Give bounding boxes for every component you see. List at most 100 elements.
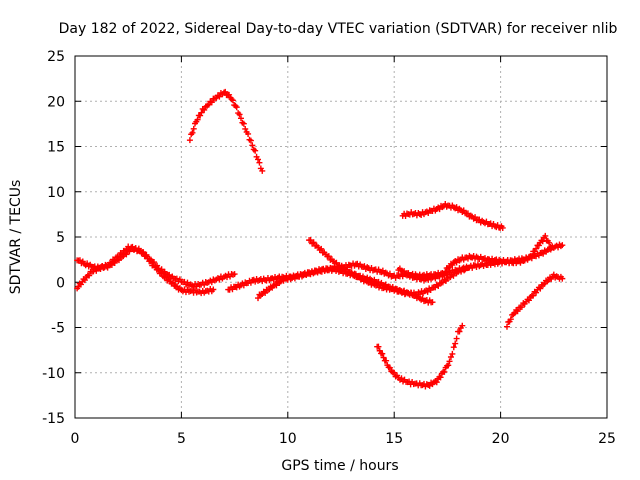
data-point: [147, 258, 154, 265]
data-point: [528, 253, 535, 260]
data-point: [433, 379, 440, 386]
data-point: [499, 224, 506, 231]
data-point: [539, 238, 546, 245]
data-point: [380, 354, 387, 361]
data-point: [190, 125, 197, 132]
data-point: [245, 130, 252, 137]
data-point: [310, 239, 317, 246]
data-point: [237, 115, 244, 122]
data-point: [259, 167, 266, 174]
data-point: [81, 277, 88, 284]
data-point: [333, 259, 340, 266]
data-point: [348, 269, 355, 276]
series-arc-11: [503, 271, 566, 330]
data-point: [537, 285, 544, 292]
data-point: [201, 106, 208, 113]
y-axis-label: SDTVAR / TECUs: [8, 180, 24, 295]
series-arc-7: [374, 322, 466, 390]
data-point: [366, 278, 373, 285]
data-point: [194, 116, 201, 123]
data-point: [256, 159, 263, 166]
series-arc-10: [442, 232, 555, 275]
data-point: [375, 343, 382, 350]
y-tick-label: 15: [47, 140, 65, 156]
data-point: [240, 120, 247, 127]
data-point: [158, 269, 165, 276]
series-arc-6: [306, 237, 472, 299]
data-point: [453, 335, 460, 342]
data-point: [446, 358, 453, 365]
data-point: [140, 248, 147, 255]
x-tick-label: 15: [385, 431, 403, 447]
data-point: [386, 364, 393, 371]
data-point: [208, 99, 215, 106]
chart-title: Day 182 of 2022, Sidereal Day-to-day VTE…: [59, 21, 618, 37]
data-point: [189, 129, 196, 136]
data-point: [379, 350, 386, 357]
x-axis-label: GPS time / hours: [281, 458, 398, 474]
data-point: [129, 243, 136, 250]
data-point: [442, 278, 449, 285]
data-point: [424, 288, 431, 295]
data-point: [559, 242, 566, 249]
data-point: [542, 232, 549, 239]
data-point: [197, 112, 204, 119]
data-point: [198, 109, 205, 116]
data-point: [229, 97, 236, 104]
data-point: [249, 142, 256, 149]
data-point: [391, 369, 398, 376]
data-point: [205, 101, 212, 108]
data-point: [398, 375, 405, 382]
data-point: [242, 125, 249, 132]
data-point: [450, 344, 457, 351]
data-point: [514, 308, 521, 315]
data-point: [115, 257, 122, 264]
series-arc-8: [399, 200, 506, 231]
data-point: [383, 357, 390, 364]
x-tick-label: 0: [71, 431, 80, 447]
data-point: [76, 257, 83, 264]
data-point: [344, 266, 351, 273]
data-point: [226, 91, 233, 98]
data-point: [84, 260, 91, 267]
data-point: [548, 244, 555, 251]
data-point: [216, 276, 223, 283]
data-point: [318, 245, 325, 252]
data-point: [247, 137, 254, 144]
y-tick-label: 10: [47, 185, 65, 201]
data-point: [417, 291, 424, 298]
data-point: [449, 350, 456, 357]
data-point: [252, 147, 259, 154]
data-point: [169, 279, 176, 286]
series-arc-2: [74, 243, 217, 297]
data-point: [429, 299, 436, 306]
data-point: [325, 253, 332, 260]
y-tick-label: 25: [47, 49, 65, 65]
x-tick-label: 25: [598, 431, 616, 447]
grid: [75, 56, 607, 418]
data-point: [359, 275, 366, 282]
data-point: [228, 96, 235, 103]
data-point: [503, 323, 510, 330]
data-point: [547, 244, 554, 251]
data-point: [507, 316, 514, 323]
x-tick-label: 20: [492, 431, 510, 447]
data-point: [437, 374, 444, 381]
y-tick-label: 5: [56, 230, 65, 246]
data-point: [216, 93, 223, 100]
data-point: [452, 340, 459, 347]
data-point: [132, 245, 139, 252]
data-point: [307, 237, 314, 244]
data-point: [525, 297, 532, 304]
data-point: [518, 304, 525, 311]
data-point: [530, 292, 537, 299]
data-point: [262, 290, 269, 297]
data-point: [155, 266, 162, 273]
data-point: [236, 111, 243, 118]
data-point: [445, 362, 452, 369]
data-point: [123, 251, 130, 258]
data-point: [447, 354, 454, 361]
data-point: [231, 271, 238, 278]
y-tick-label: -10: [42, 366, 65, 382]
